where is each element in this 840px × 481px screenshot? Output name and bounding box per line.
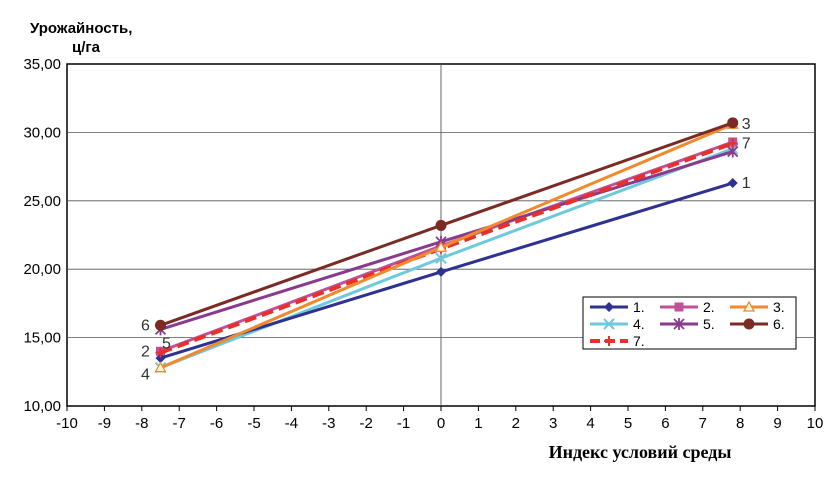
x-tick-label: 8 xyxy=(736,415,744,432)
legend-item-4: 4. xyxy=(590,316,645,332)
data-point xyxy=(435,219,447,231)
x-tick-label: -6 xyxy=(210,415,223,432)
legend-item-7: 7. xyxy=(590,333,645,349)
legend-marker xyxy=(743,318,755,330)
x-tick-label: -2 xyxy=(360,415,373,432)
legend-label: 3. xyxy=(773,299,785,315)
series-start-label: 2 xyxy=(141,343,150,360)
x-tick-label: 5 xyxy=(624,415,632,432)
data-point xyxy=(155,319,166,331)
series-end-labels: 1 2 3 456 7 xyxy=(141,116,751,384)
legend-item-3: 3. xyxy=(730,299,785,315)
legend-label: 1. xyxy=(633,299,645,315)
data-point xyxy=(435,252,447,264)
legend-label: 4. xyxy=(633,316,645,332)
y-tick-label: 15,00 xyxy=(23,330,61,347)
x-tick-label: -10 xyxy=(56,415,78,432)
legend-marker xyxy=(742,300,756,312)
data-point xyxy=(434,240,448,252)
legend-label: 6. xyxy=(773,316,785,332)
x-axis-label: Индекс условий среды xyxy=(549,442,732,462)
x-tick-label: 6 xyxy=(661,415,669,432)
x-tick-label: 0 xyxy=(437,415,445,432)
x-tick-label: -9 xyxy=(98,415,111,432)
x-tick-label: 4 xyxy=(586,415,594,432)
legend-item-1: 1. xyxy=(590,299,645,315)
series-start-label: 6 xyxy=(141,317,150,334)
y-tick-label: 10,00 xyxy=(23,398,61,415)
x-tick-label: -1 xyxy=(397,415,410,432)
x-tick-label: 1 xyxy=(474,415,482,432)
legend: 1. 2. 3. 4. 5. 6. 7. xyxy=(582,296,797,350)
y-axis-label-line1: Урожайность, xyxy=(30,20,132,37)
x-tick-label: 9 xyxy=(773,415,781,432)
x-tick-label: -7 xyxy=(173,415,186,432)
series-end-label: 3 xyxy=(742,116,751,133)
x-tick-label: -5 xyxy=(247,415,260,432)
data-point xyxy=(436,266,446,277)
legend-label: 2. xyxy=(703,299,715,315)
data-point xyxy=(155,353,166,364)
legend-label: 7. xyxy=(633,333,645,349)
x-tick-label: 10 xyxy=(807,415,824,432)
series-layer xyxy=(154,117,739,374)
series-start-label: 5 xyxy=(162,335,171,352)
legend-marker xyxy=(674,302,684,312)
legend-label: 5. xyxy=(703,316,715,332)
legend-item-2: 2. xyxy=(660,299,715,315)
series-6 xyxy=(155,117,739,331)
data-point xyxy=(155,347,166,358)
legend-item-5: 5. xyxy=(660,316,715,332)
x-tick-label: 2 xyxy=(512,415,520,432)
series-1 xyxy=(155,178,738,364)
x-tick-label: 3 xyxy=(549,415,557,432)
legend-item-6: 6. xyxy=(730,316,785,332)
x-tick-label: -4 xyxy=(285,415,298,432)
series-end-label: 7 xyxy=(742,135,751,152)
x-tick-label: 7 xyxy=(699,415,707,432)
y-tick-label: 20,00 xyxy=(23,261,61,278)
y-tick-label: 25,00 xyxy=(23,193,61,210)
legend-marker xyxy=(604,336,614,346)
y-axis-label-line2: ц/га xyxy=(72,39,101,56)
x-tick-label: -3 xyxy=(322,415,335,432)
y-tick-label: 30,00 xyxy=(23,124,61,141)
data-point xyxy=(154,361,167,373)
legend-marker xyxy=(603,318,615,330)
x-tick-label: -8 xyxy=(135,415,148,432)
data-point xyxy=(727,138,738,149)
legend-marker xyxy=(673,318,685,330)
legend-marker xyxy=(604,302,614,312)
data-point xyxy=(727,117,739,129)
y-tick-label: 35,00 xyxy=(23,56,61,73)
data-point xyxy=(727,178,738,189)
grid xyxy=(66,63,816,407)
series-end-label: 1 xyxy=(742,175,751,192)
series-start-label: 4 xyxy=(141,367,150,384)
